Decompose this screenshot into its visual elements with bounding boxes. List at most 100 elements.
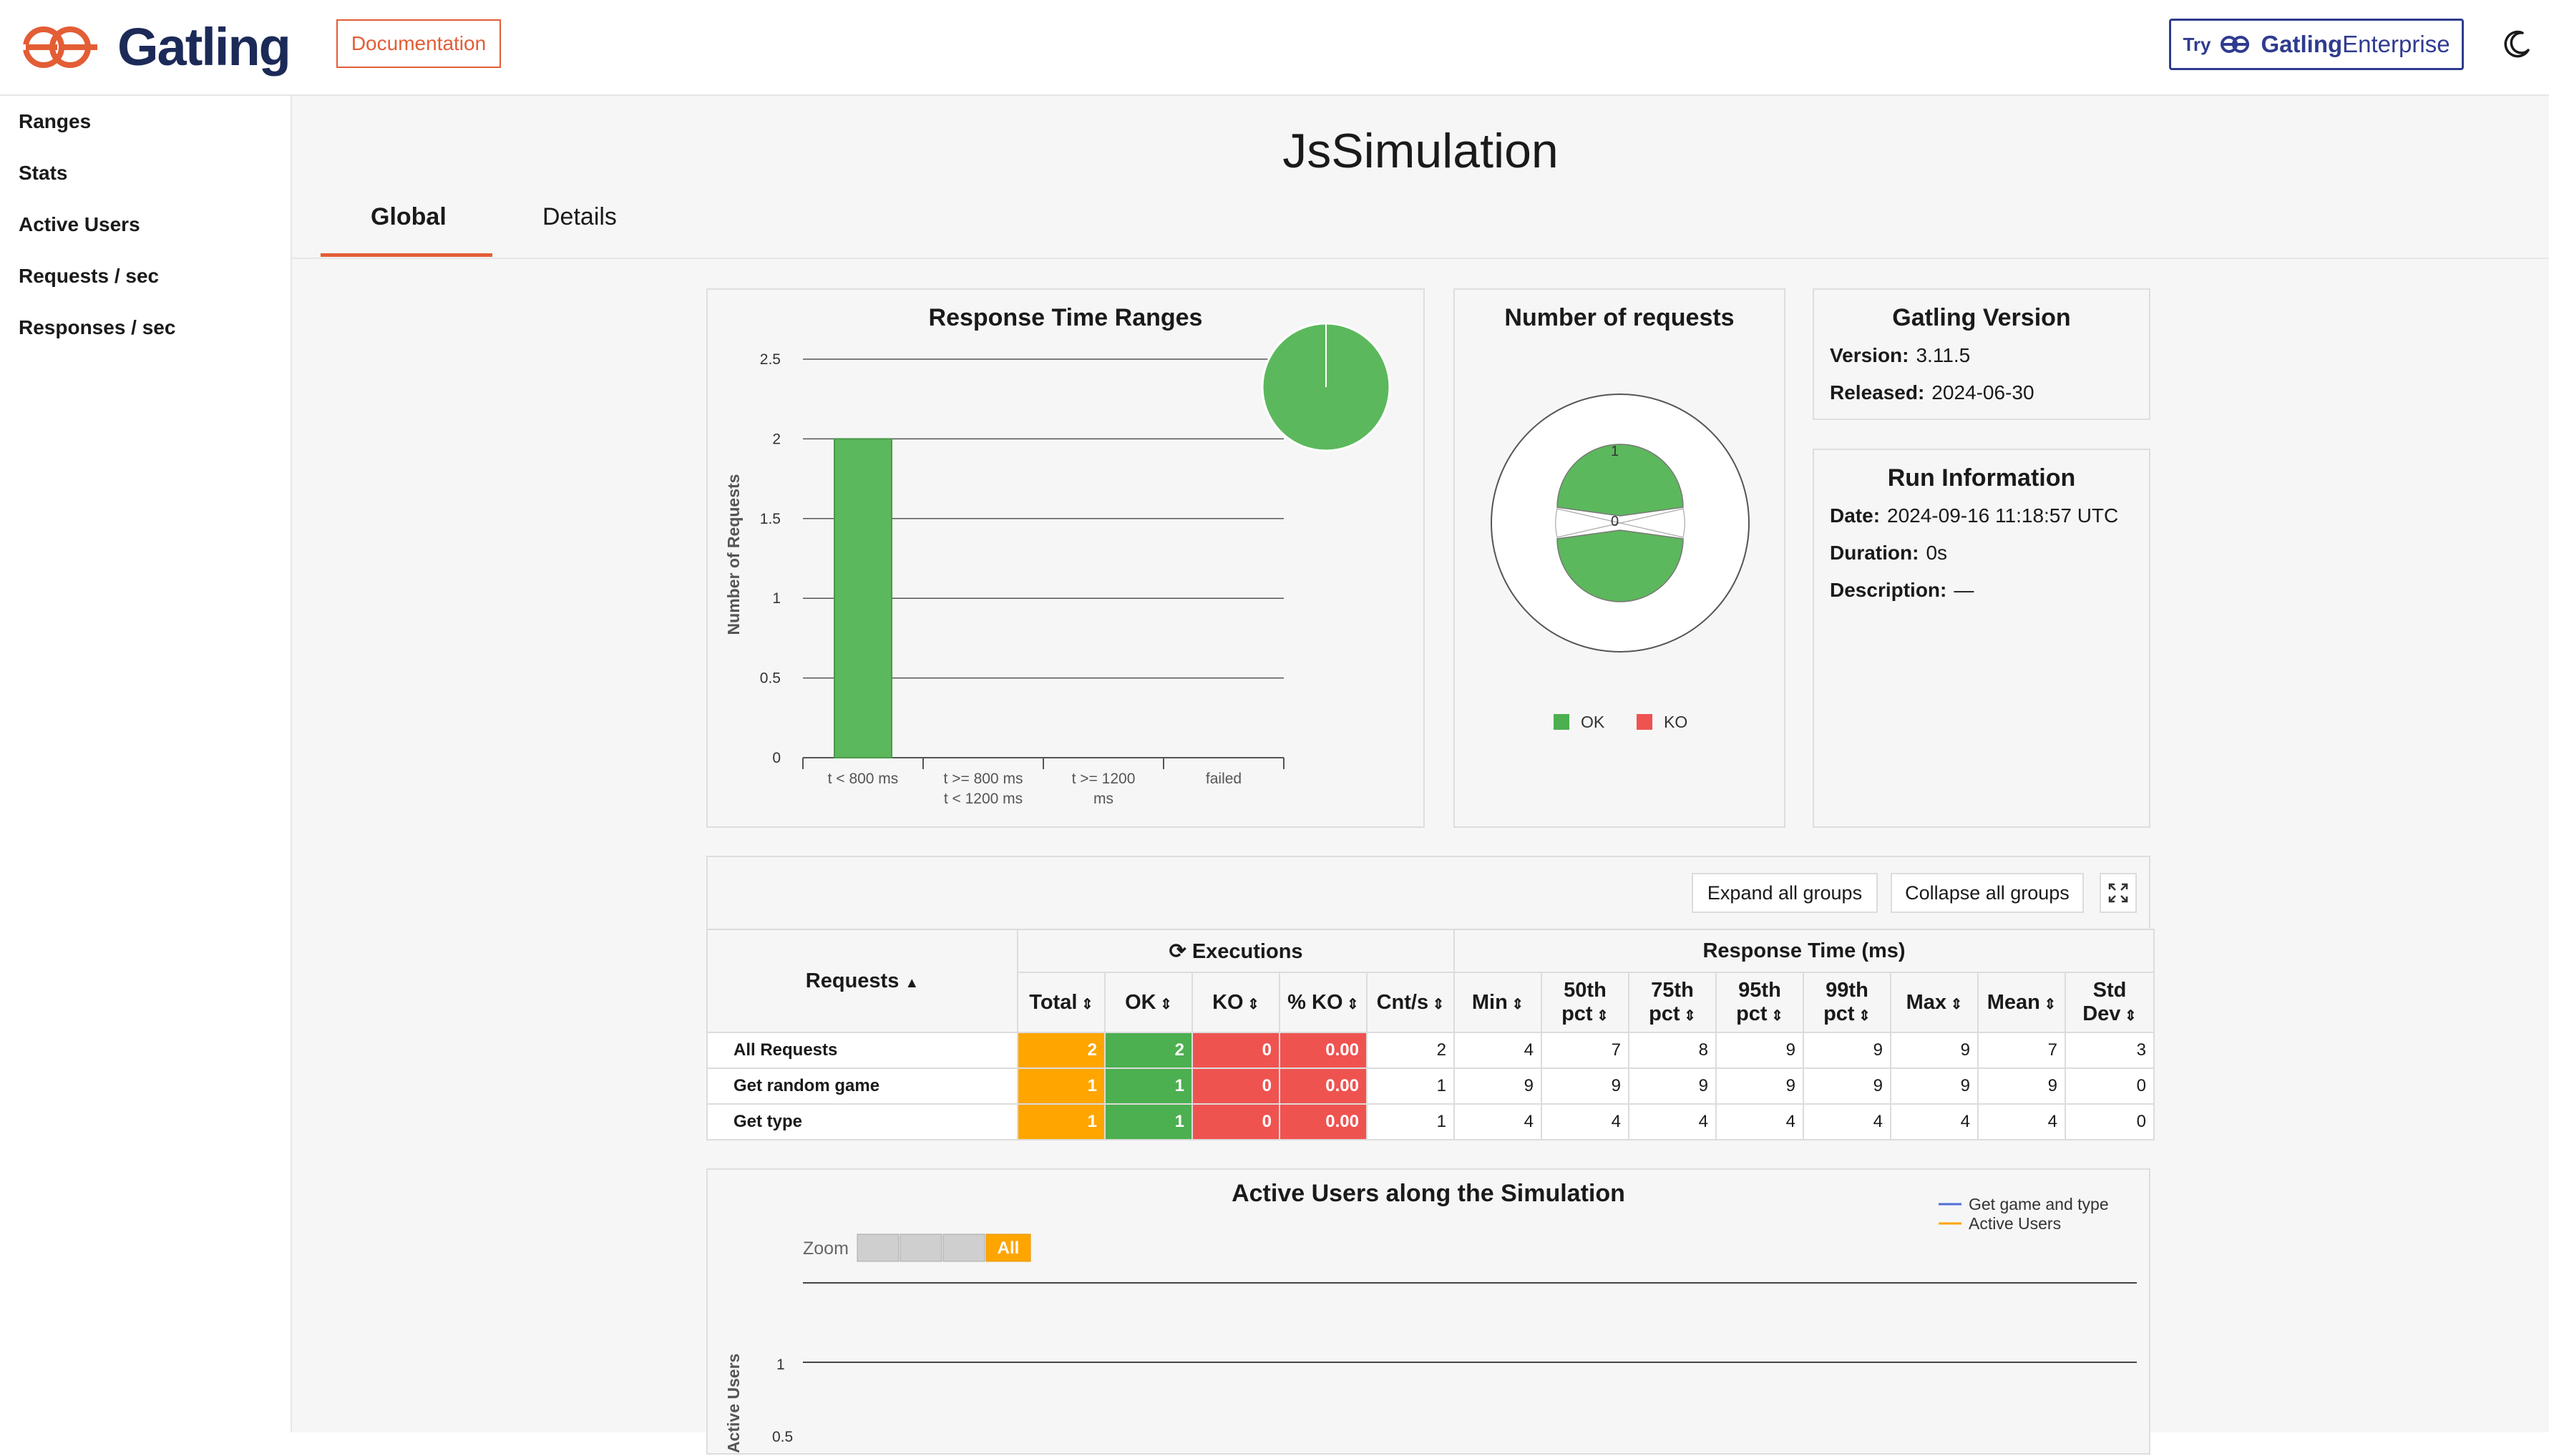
column-header-min[interactable]: Min ⇕ [1453, 972, 1542, 1033]
stat-cell: 1 [1104, 1067, 1193, 1105]
active-tab-indicator [321, 253, 492, 257]
sort-icon: ⇕ [1077, 996, 1093, 1012]
stat-cell: 9 [1803, 1032, 1891, 1069]
response-time-ranges-panel: Response Time Ranges 0 0.5 1 1.5 2 2.5 t < 80… [706, 288, 1425, 828]
zoom-all-button[interactable] [985, 1233, 1031, 1262]
stat-cell: 0.00 [1279, 1067, 1368, 1105]
sort-ascending-icon: ▲ [905, 974, 920, 991]
stat-cell: 7 [1541, 1032, 1629, 1069]
column-header-99th-pct[interactable]: 99th pct ⇕ [1803, 972, 1891, 1033]
column-header-ko[interactable]: % KO ⇕ [1279, 972, 1368, 1033]
table-row[interactable]: All Requests 2 2 0 0.00 2 4 7 8 9 9 9 7 3 [706, 1032, 2155, 1069]
column-header-cnt-s[interactable]: Cnt/s ⇕ [1366, 972, 1455, 1033]
fullscreen-button[interactable] [2100, 873, 2137, 913]
legend-ko-label[interactable]: KO [1664, 713, 1687, 731]
x-tick-label: t < 800 ms [828, 771, 899, 787]
run-duration-row: Duration: 0s [1830, 542, 1948, 564]
stats-table: Requests ▲ ⟳ Executions Response Time (m… [706, 929, 2155, 1140]
response-time-header: Response Time (ms) [1453, 929, 2155, 973]
stat-cell: 1 [1104, 1103, 1193, 1140]
tab-details[interactable]: Details [542, 203, 617, 230]
pie-slice-ok-upper[interactable] [1556, 444, 1684, 517]
stat-cell: 4 [1453, 1103, 1542, 1140]
legend-game-type-label[interactable]: Get game and type [1969, 1195, 2109, 1213]
response-time-ranges-title: Response Time Ranges [928, 304, 1203, 331]
x-tick-label: t < 1200 ms [944, 791, 1023, 807]
zoom-button-1[interactable] [857, 1233, 900, 1262]
executions-header: ⟳ Executions [1017, 929, 1455, 973]
sidebar-item-ranges[interactable]: Ranges [19, 110, 92, 132]
column-header-ko[interactable]: KO ⇕ [1191, 972, 1280, 1033]
column-header-label: Max [1906, 990, 1947, 1014]
legend-ko-swatch [1637, 714, 1652, 730]
stat-cell: 3 [2065, 1032, 2155, 1069]
stat-cell: 4 [1803, 1103, 1891, 1140]
stat-cell: 9 [1803, 1067, 1891, 1105]
gatling-logo-icon [19, 26, 97, 68]
column-header-ok[interactable]: OK ⇕ [1104, 972, 1193, 1033]
number-of-requests-chart: 1 0 OK KO [1491, 394, 1750, 731]
column-header-label: 95th pct [1736, 979, 1781, 1025]
pie-slice-gap [1555, 508, 1685, 538]
column-header-label: OK [1125, 990, 1156, 1014]
tabs-divider [292, 258, 2549, 259]
sort-icon: ⇕ [1680, 1008, 1696, 1024]
gatling-logo[interactable]: Gatling [19, 19, 291, 76]
stat-cell: 1 [1017, 1067, 1106, 1105]
stat-cell: 1 [1366, 1103, 1455, 1140]
zoom-button-3[interactable] [942, 1233, 985, 1262]
table-row[interactable]: Get type 1 1 0 0.00 1 4 4 4 4 4 4 4 0 [706, 1103, 2155, 1140]
column-header-label: Mean [1987, 990, 2040, 1014]
top-header: Gatling Documentation Try GatlingEnterpr… [0, 0, 2549, 96]
page-title: JsSimulation [1282, 124, 1559, 178]
column-header-label: % KO [1287, 990, 1343, 1014]
column-header-mean[interactable]: Mean ⇕ [1977, 972, 2066, 1033]
collapse-all-groups-button[interactable]: Collapse all groups [1891, 873, 2084, 913]
zoom-button-2[interactable] [900, 1233, 942, 1262]
stat-cell: 0.00 [1279, 1032, 1368, 1069]
request-name-cell[interactable]: Get random game [706, 1067, 1018, 1105]
stat-cell: 4 [1541, 1103, 1629, 1140]
pie-slice-ok-lower[interactable] [1556, 529, 1684, 602]
gatling-version-title: Gatling Version [1892, 304, 2071, 331]
column-header-total[interactable]: Total ⇕ [1017, 972, 1106, 1033]
sidebar-item-responses-per-sec[interactable]: Responses / sec [19, 316, 176, 338]
run-date-row: Date: 2024-09-16 11:18:57 UTC [1830, 504, 2119, 527]
sidebar-item-stats[interactable]: Stats [19, 162, 68, 184]
table-row[interactable]: Get random game 1 1 0 0.00 1 9 9 9 9 9 9 9 0 [706, 1067, 2155, 1105]
stat-cell: 8 [1628, 1032, 1717, 1069]
legend-active-users-label[interactable]: Active Users [1969, 1214, 2061, 1233]
tab-global[interactable]: Global [371, 203, 447, 230]
stat-cell: 9 [1715, 1032, 1804, 1069]
stat-cell: 9 [1541, 1067, 1629, 1105]
refresh-icon: ⟳ [1169, 939, 1186, 963]
expand-all-groups-button[interactable]: Expand all groups [1692, 873, 1878, 913]
documentation-button[interactable]: Documentation [336, 19, 501, 68]
sort-icon: ⇕ [1243, 996, 1259, 1012]
column-header-std-dev[interactable]: Std Dev ⇕ [2065, 972, 2155, 1033]
request-name-cell[interactable]: All Requests [706, 1032, 1018, 1069]
column-header-50th-pct[interactable]: 50th pct ⇕ [1541, 972, 1629, 1033]
column-header-max[interactable]: Max ⇕ [1890, 972, 1979, 1033]
try-enterprise-button[interactable]: Try GatlingEnterprise [2169, 19, 2464, 70]
sort-icon: ⇕ [1854, 1008, 1871, 1024]
legend-ok-label[interactable]: OK [1581, 713, 1605, 731]
sidebar-item-active-users[interactable]: Active Users [19, 213, 140, 235]
request-name-cell[interactable]: Get type [706, 1103, 1018, 1140]
column-header-75th-pct[interactable]: 75th pct ⇕ [1628, 972, 1717, 1033]
stat-cell: 1 [1366, 1067, 1455, 1105]
stat-cell: 0 [2065, 1067, 2155, 1105]
sidebar: Ranges Stats Active Users Requests / sec… [0, 96, 292, 1432]
y-tick-label: 1.5 [760, 511, 781, 527]
sidebar-item-requests-per-sec[interactable]: Requests / sec [19, 265, 160, 287]
sort-icon: ⇕ [1428, 996, 1445, 1012]
stat-cell: 9 [1890, 1032, 1979, 1069]
stat-cell: 9 [1890, 1067, 1979, 1105]
sort-icon: ⇕ [2120, 1008, 2137, 1024]
requests-column-header[interactable]: Requests ▲ [706, 929, 1018, 1033]
stat-cell: 4 [1890, 1103, 1979, 1140]
column-header-95th-pct[interactable]: 95th pct ⇕ [1715, 972, 1804, 1033]
stat-cell: 9 [1628, 1067, 1717, 1105]
bar-0[interactable] [834, 438, 892, 758]
dark-mode-toggle-icon[interactable] [2501, 29, 2533, 60]
